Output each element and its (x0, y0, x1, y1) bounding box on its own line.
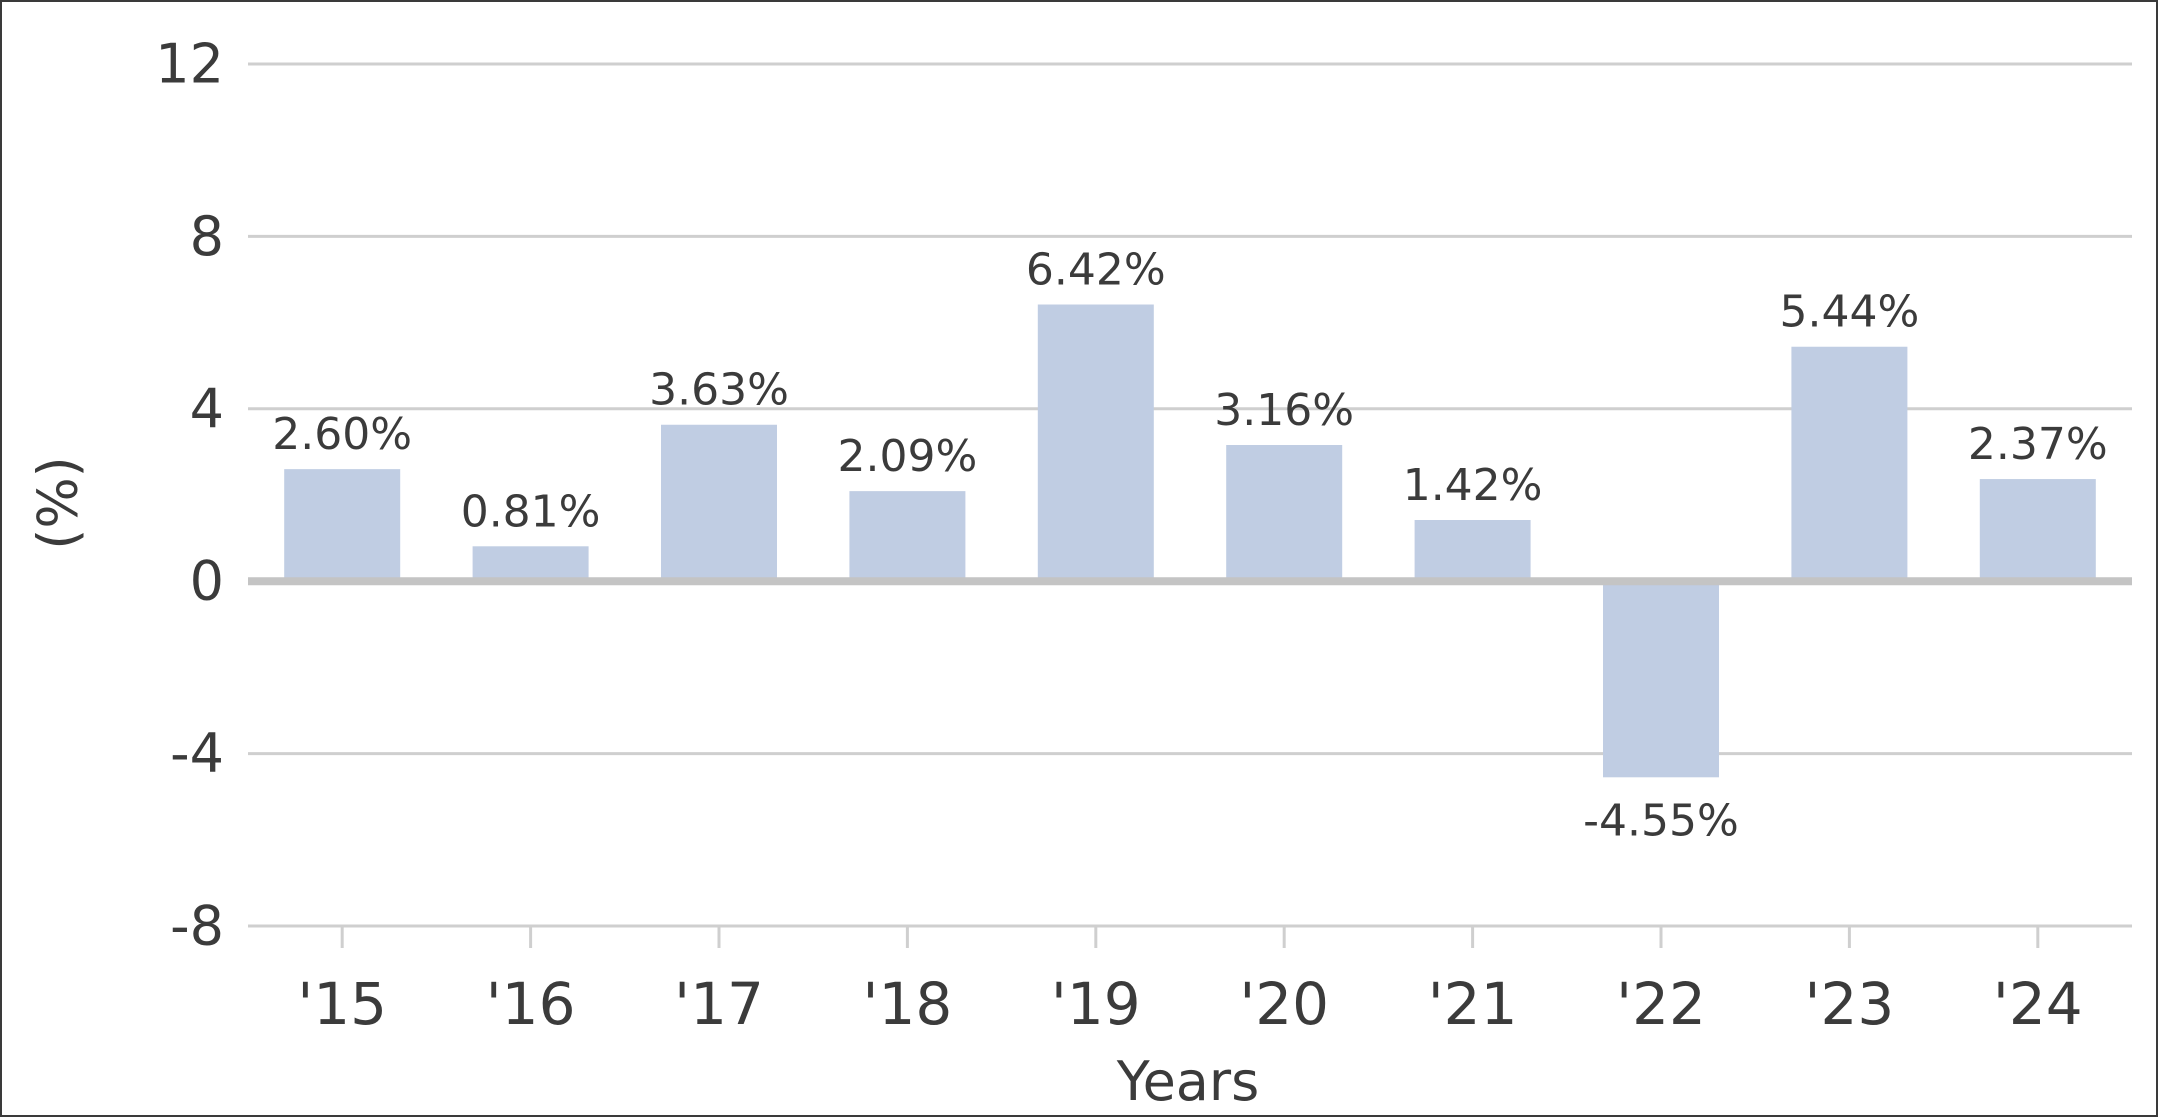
x-axis-title: Years (1116, 1050, 1259, 1113)
bar (1037, 304, 1154, 582)
x-tick-label: '24 (1993, 970, 2083, 1038)
bar (1603, 581, 1719, 778)
y-tick-label: 0 (190, 550, 224, 613)
bar (1979, 479, 2096, 582)
data-labels: 2.60% 0.81% 3.63% 2.09% 6.42% 3.16% 1.42% -4.55… (272, 244, 2107, 846)
data-label: 5.44% (1780, 287, 1920, 338)
x-tick-label: '22 (1616, 970, 1706, 1038)
x-tick-label: '20 (1239, 970, 1329, 1038)
axis-ticks: 12 8 4 0 -4 -8 '15 '16 '17 '18 '19 '20 '21 '22 '23 '24 (155, 33, 2082, 1039)
bar (661, 424, 777, 582)
bar (1791, 346, 1908, 582)
data-label: 1.42% (1403, 460, 1543, 511)
bar (1414, 519, 1531, 582)
gridlines (248, 62, 2132, 928)
bar (1226, 445, 1343, 582)
data-label: 0.81% (461, 486, 601, 537)
x-tick-label: '16 (486, 970, 576, 1038)
data-label: 2.37% (1968, 419, 2108, 470)
bars (284, 304, 2096, 778)
y-tick-label: -4 (170, 722, 224, 785)
data-label: 2.60% (272, 409, 412, 460)
y-tick-label: 4 (190, 377, 224, 440)
x-tick-label: '23 (1805, 970, 1895, 1038)
data-label: 3.16% (1214, 385, 1354, 436)
x-tick-label: '17 (674, 970, 764, 1038)
data-label: 3.63% (649, 365, 789, 416)
x-tick-label: '21 (1428, 970, 1518, 1038)
y-tick-label: 12 (155, 33, 224, 96)
x-tick-label: '15 (297, 970, 387, 1038)
y-tick-label: -8 (170, 895, 224, 958)
y-tick-label: 8 (190, 205, 224, 268)
bar (849, 491, 966, 582)
data-label: 6.42% (1026, 244, 1166, 295)
x-tick-label: '18 (863, 970, 953, 1038)
x-tick-label: '19 (1051, 970, 1141, 1038)
bar (284, 469, 401, 582)
data-label: -4.55% (1583, 795, 1739, 846)
bar (472, 546, 589, 582)
y-axis-title: (%) (27, 456, 90, 549)
data-label: 2.09% (838, 431, 978, 482)
